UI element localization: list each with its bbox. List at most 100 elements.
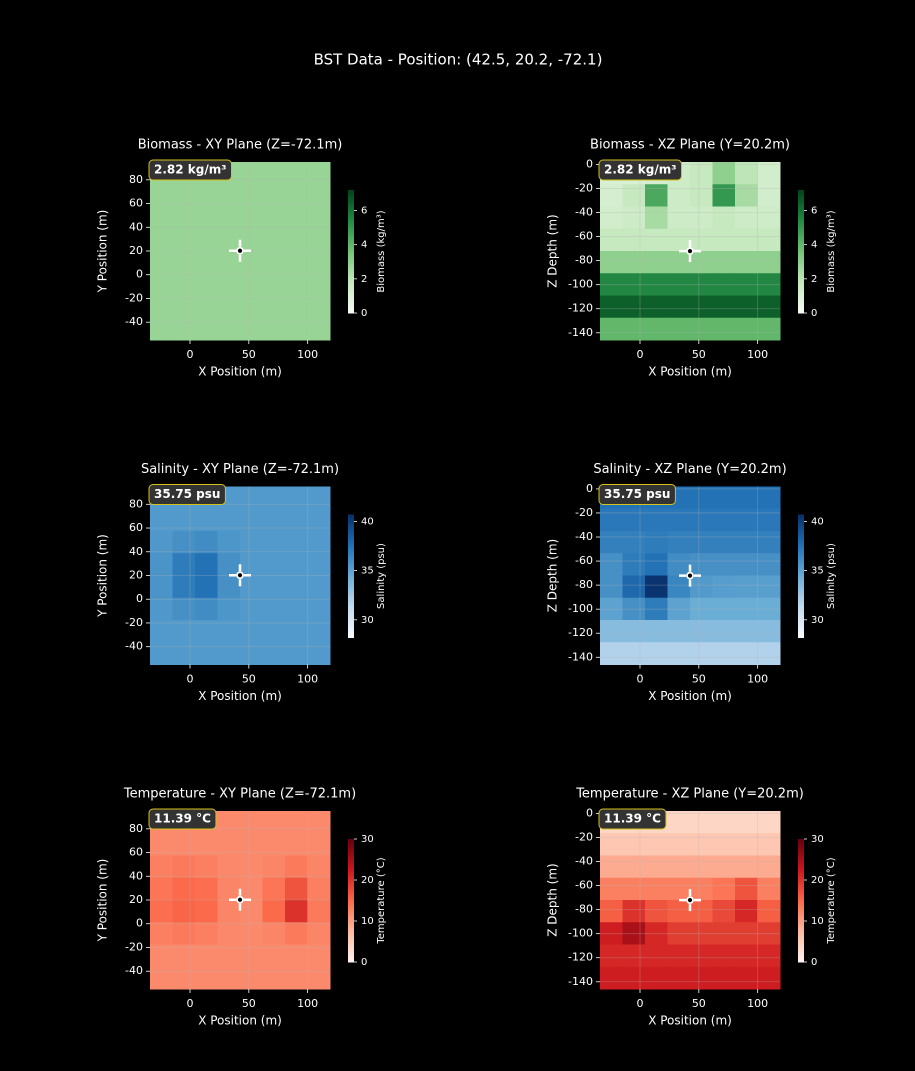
colorbar-slice (798, 900, 804, 904)
heatmap-cell (262, 944, 286, 968)
x-tick-label: 100 (747, 673, 768, 686)
heatmap-cell (240, 811, 263, 834)
colorbar-slice (348, 957, 354, 961)
heatmap-cell (645, 317, 668, 341)
colorbar-slice (798, 908, 804, 912)
heatmap-cell (712, 184, 736, 207)
colorbar-slice (348, 892, 354, 895)
colorbar-slice (348, 272, 354, 275)
colorbar-slice (798, 224, 804, 228)
colorbar-slice (798, 600, 804, 604)
heatmap-cell (600, 508, 623, 532)
heatmap-cell (217, 966, 241, 990)
heatmap-cell (735, 811, 758, 834)
heatmap-cell (667, 642, 691, 665)
colorbar-slice (798, 192, 804, 195)
colorbar-slice (798, 943, 804, 947)
colorbar-slice (798, 923, 804, 926)
y-tick-label: -20 (125, 291, 143, 304)
heatmap-cell (150, 508, 173, 532)
colorbar-slice (798, 196, 804, 199)
heatmap-cell (667, 855, 691, 879)
colorbar-slice (798, 304, 804, 308)
heatmap-cell (667, 228, 691, 252)
colorbar-slice (348, 539, 354, 542)
colorbar-tick-label: 4 (811, 240, 817, 251)
colorbar-slice (798, 933, 804, 936)
colorbar-slice (348, 935, 354, 938)
colorbar-tick-label: 2 (361, 274, 367, 285)
colorbar-slice (348, 845, 354, 848)
heatmap-cell (172, 575, 196, 599)
heatmap-cell (712, 811, 736, 834)
heatmap-cell (172, 184, 196, 207)
heatmap-cell (195, 642, 218, 665)
colorbar-slice (348, 282, 354, 285)
heatmap-cell (757, 575, 781, 599)
colorbar-slice (798, 235, 804, 238)
heatmap-cell (667, 811, 691, 834)
heatmap-cell (217, 575, 241, 599)
colorbar-slice (348, 959, 354, 963)
heatmap-cell (285, 508, 308, 532)
colorbar-slice (798, 190, 804, 193)
y-tick-label: -20 (575, 830, 593, 843)
colorbar-slice (348, 516, 354, 520)
colorbar-slice (798, 847, 804, 850)
heatmap-cell (735, 642, 758, 665)
x-tick-label: 50 (242, 673, 256, 686)
heatmap-cell (757, 273, 781, 296)
colorbar-slice (348, 608, 354, 612)
colorbar-slice (798, 588, 804, 591)
colorbar-slice (348, 302, 354, 306)
heatmap-cell (667, 620, 691, 643)
heatmap-cell (735, 553, 758, 576)
y-tick-label: 60 (129, 846, 143, 859)
heatmap-cell (690, 162, 713, 185)
heatmap-cell (645, 944, 668, 968)
y-tick-label: 40 (129, 869, 143, 882)
colorbar-slice (798, 206, 804, 209)
heatmap-cell (217, 228, 241, 252)
heatmap-cell (690, 575, 713, 599)
colorbar-slice (348, 198, 354, 201)
colorbar-slice (348, 955, 354, 959)
heatmap-cell (307, 553, 331, 576)
colorbar-slice (348, 212, 354, 216)
heatmap-cell (285, 162, 308, 185)
colorbar-tick-label: 10 (361, 916, 374, 927)
colorbar-slice (348, 902, 354, 906)
heatmap-cell (195, 877, 218, 901)
colorbar-slice (798, 937, 804, 940)
colorbar-slice (348, 208, 354, 211)
heatmap-cell (712, 162, 736, 185)
colorbar-slice (798, 855, 804, 858)
heatmap-cell (262, 273, 286, 296)
heatmap-cell (240, 877, 263, 901)
heatmap-cell (622, 597, 646, 621)
y-tick-label: -20 (125, 616, 143, 629)
heatmap-cell (735, 944, 758, 968)
x-axis-label: X Position (m) (648, 365, 732, 379)
colorbar-slice (798, 886, 804, 889)
x-tick-label: 50 (692, 997, 706, 1010)
colorbar-slice (348, 528, 354, 532)
heatmap-cell (757, 531, 781, 554)
heatmap-cell (735, 317, 758, 341)
colorbar-label: Temperature (°C) (826, 857, 837, 944)
heatmap-cell (240, 944, 263, 968)
heatmap-cell (172, 531, 196, 554)
heatmap-cell (150, 877, 173, 901)
colorbar-slice (348, 578, 354, 581)
heatmap-cell (757, 944, 781, 968)
colorbar-slice (798, 625, 804, 628)
colorbar-slice (348, 247, 354, 250)
heatmap-cell (757, 642, 781, 665)
heatmap-cell (195, 531, 218, 554)
colorbar-tick-label: 6 (811, 206, 817, 217)
colorbar-slice (798, 947, 804, 951)
heatmap-cell (757, 317, 781, 341)
colorbar-slice (798, 251, 804, 255)
